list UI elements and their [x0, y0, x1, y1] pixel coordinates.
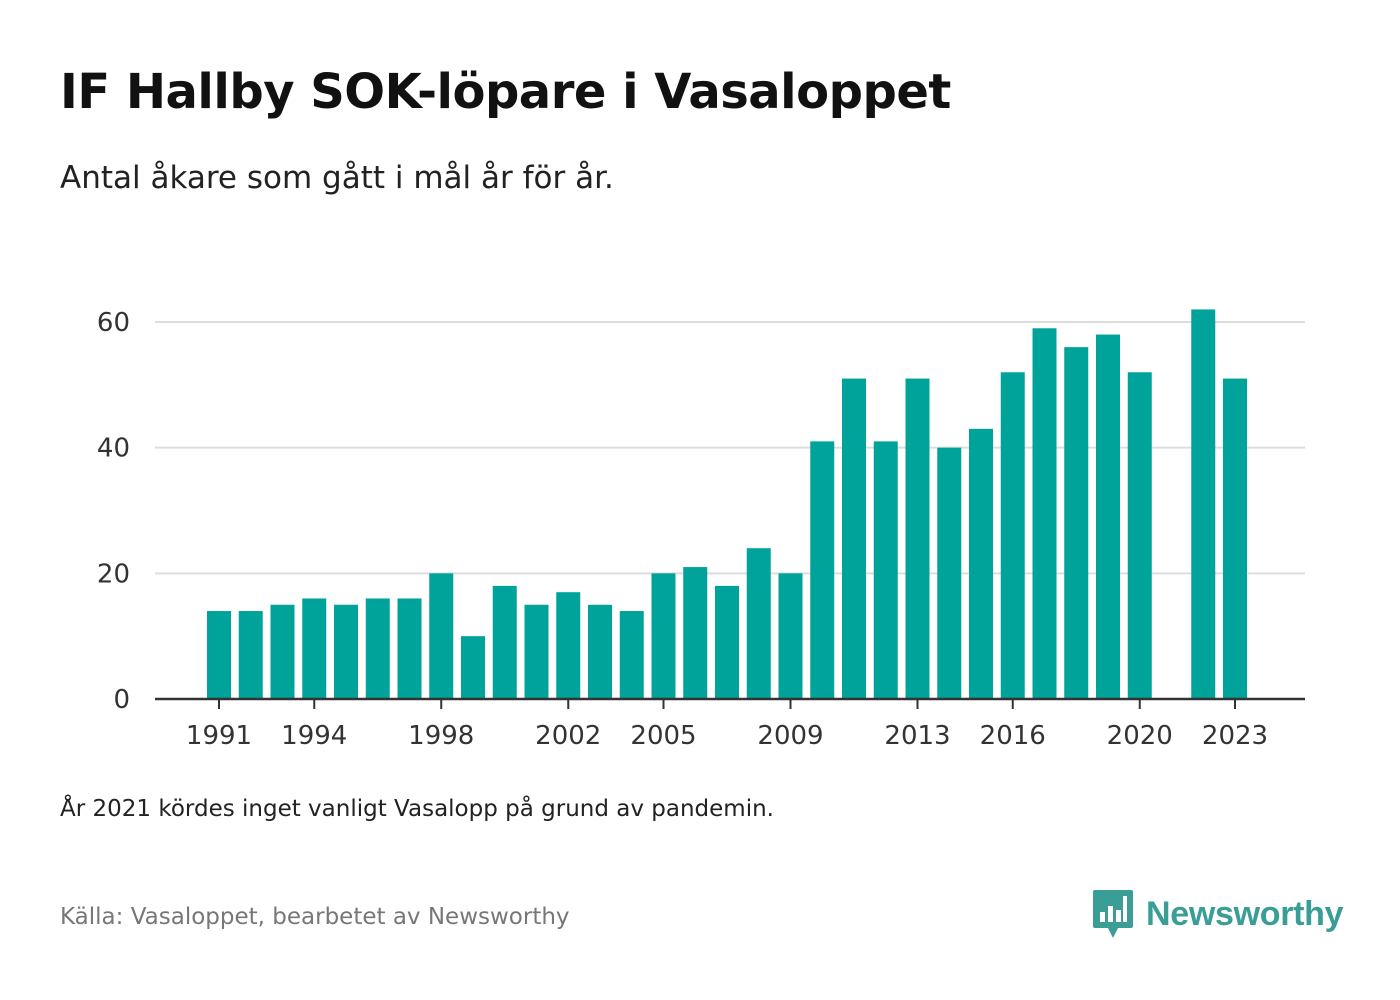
bar-2022 — [1191, 309, 1216, 699]
bar-2011 — [842, 378, 866, 699]
bar-2001 — [524, 604, 549, 699]
bar-2003 — [588, 604, 612, 699]
bar-2023 — [1223, 378, 1247, 699]
bar-2015 — [969, 428, 993, 699]
x-tick-label-2009: 2009 — [757, 721, 823, 751]
bar-2020 — [1127, 372, 1152, 699]
brand-name: Newsworthy — [1146, 894, 1344, 933]
bar-2009 — [778, 573, 803, 699]
bar-2017 — [1032, 328, 1057, 699]
source-text: Källa: Vasaloppet, bearbetet av Newswort… — [60, 904, 570, 930]
x-tick-label-1994: 1994 — [281, 721, 347, 751]
bar-2014 — [937, 447, 962, 699]
bar-2008 — [746, 548, 771, 699]
bar-1999 — [461, 636, 485, 699]
bar-2012 — [873, 441, 898, 699]
newsworthy-logo: Newsworthy — [1092, 888, 1344, 940]
y-tick-label-0: 0 — [113, 685, 130, 715]
bar-2005 — [651, 573, 676, 699]
x-tick-label-2002: 2002 — [535, 721, 601, 751]
bar-chart: 0 20 40 60 1991 1994 1998 2002 2005 2009 2013 2016 2… — [97, 308, 1305, 751]
chart-subtitle: Antal åkare som gått i mål år för år. — [60, 160, 614, 196]
bar-1997 — [397, 598, 422, 699]
bar-1994 — [302, 598, 327, 699]
bar-1993 — [270, 604, 295, 699]
bar-1995 — [334, 604, 358, 699]
x-tick-label-2016: 2016 — [980, 721, 1046, 751]
bar-1998 — [429, 573, 454, 699]
bar-2010 — [810, 441, 835, 699]
bar-2019 — [1096, 334, 1120, 699]
bar-2013 — [905, 378, 930, 699]
bars — [207, 309, 1247, 699]
axes: 0 20 40 60 1991 1994 1998 2002 2005 2009 2013 2016 2… — [97, 308, 1305, 751]
x-tick-label-2013: 2013 — [884, 721, 950, 751]
chart-title: IF Hallby SOK-löpare i Vasaloppet — [60, 64, 951, 120]
x-tick-label-1998: 1998 — [408, 721, 474, 751]
bar-2004 — [619, 611, 644, 699]
chart-note: År 2021 kördes inget vanligt Vasalopp på… — [60, 796, 774, 822]
bar-2002 — [556, 592, 581, 699]
bar-2007 — [715, 585, 739, 699]
bar-1991 — [207, 611, 231, 699]
bar-2016 — [1000, 372, 1025, 699]
y-tick-label-20: 20 — [97, 559, 130, 589]
x-tick-label-2020: 2020 — [1107, 721, 1173, 751]
bar-1992 — [238, 611, 263, 699]
bar-2018 — [1064, 347, 1089, 699]
x-tick-label-1991: 1991 — [186, 721, 252, 751]
x-tick-label-2005: 2005 — [630, 721, 696, 751]
bar-2000 — [492, 585, 517, 699]
x-tick-label-2023: 2023 — [1202, 721, 1268, 751]
bar-2006 — [683, 567, 708, 699]
y-tick-label-60: 60 — [97, 308, 130, 338]
bar-1996 — [365, 598, 390, 699]
newsworthy-logo-icon — [1093, 890, 1133, 938]
y-tick-label-40: 40 — [97, 434, 130, 464]
